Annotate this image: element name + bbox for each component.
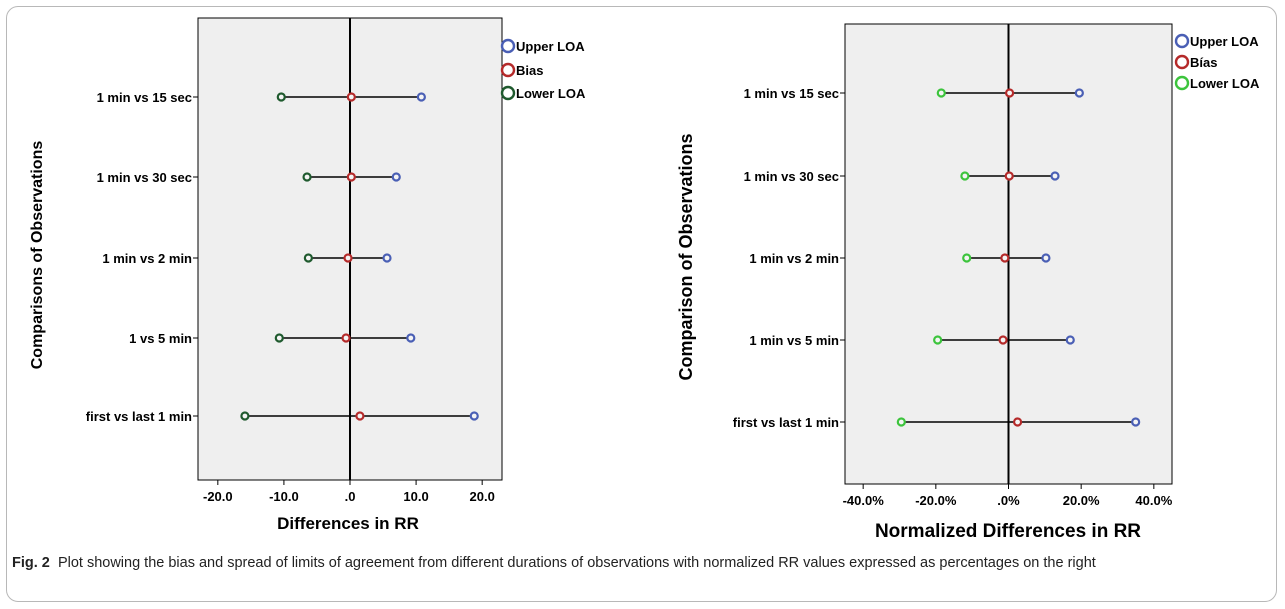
right-legend-label-upper-loa: Upper LOA <box>1190 34 1259 49</box>
left-x-tick-label: 10.0 <box>403 489 428 504</box>
chart-left: -20.0 -10.0 .0 10.0 20.0 1 min vs 15 sec 1 min… <box>29 17 586 533</box>
right-bias-point <box>1000 253 1010 263</box>
left-upper-loa-point <box>406 333 416 343</box>
right-legend-marker-upper-loa <box>1174 33 1190 49</box>
left-y-tick-label: 1 min vs 2 min <box>102 251 192 266</box>
right-legend-marker-lower-loa <box>1174 75 1190 91</box>
left-y-tick-label: 1 vs 5 min <box>129 331 192 346</box>
left-x-tick-label: -10.0 <box>269 489 299 504</box>
right-upper-loa-point <box>1041 253 1051 263</box>
right-upper-loa-point <box>1050 171 1060 181</box>
right-y-tick-label: 1 min vs 5 min <box>749 333 839 348</box>
left-upper-loa-point <box>391 172 401 182</box>
left-legend-marker-upper-loa <box>500 38 516 54</box>
right-y-axis-title: Comparison of Observations <box>676 133 696 380</box>
right-x-tick-label: -40.0% <box>843 493 885 508</box>
left-bias-point <box>343 253 353 263</box>
left-legend-label-upper-loa: Upper LOA <box>516 39 585 54</box>
left-lower-loa-point <box>276 92 286 102</box>
left-bias-point <box>341 333 351 343</box>
left-legend-label-lower-loa: Lower LOA <box>516 86 586 101</box>
left-x-tick-label: .0 <box>345 489 356 504</box>
right-bias-point <box>998 335 1008 345</box>
right-lower-loa-point <box>936 88 946 98</box>
right-x-axis-title: Normalized Differences in RR <box>875 521 1141 542</box>
right-y-tick-label: first vs last 1 min <box>733 415 839 430</box>
right-y-tick-label: 1 min vs 15 sec <box>744 86 839 101</box>
left-lower-loa-point <box>302 172 312 182</box>
chart-right: -40.0% -20.0% .0% 20.0% 40.0% 1 min vs 15 sec… <box>676 23 1260 542</box>
left-x-axis-title: Differences in RR <box>277 514 419 533</box>
right-upper-loa-point <box>1065 335 1075 345</box>
left-upper-loa-point <box>416 92 426 102</box>
right-x-tick-label: -20.0% <box>915 493 957 508</box>
right-lower-loa-point <box>962 253 972 263</box>
left-upper-loa-point <box>382 253 392 263</box>
right-x-tick-label: 40.0% <box>1135 493 1172 508</box>
right-x-tick-label: 20.0% <box>1063 493 1100 508</box>
left-y-tick-label: 1 min vs 15 sec <box>97 90 192 105</box>
figure-frame <box>6 6 1277 602</box>
left-x-tick-label: -20.0 <box>203 489 233 504</box>
left-lower-loa-point <box>303 253 313 263</box>
right-upper-loa-point <box>1131 417 1141 427</box>
caption-text: Plot showing the bias and spread of limi… <box>57 555 1096 571</box>
right-y-tick-label: 1 min vs 30 sec <box>744 169 839 184</box>
right-bias-point <box>1004 171 1014 181</box>
left-y-tick-label: first vs last 1 min <box>86 409 192 424</box>
left-legend-marker-bias <box>500 62 516 78</box>
right-lower-loa-point <box>960 171 970 181</box>
left-y-axis-title: Comparisons of Observations <box>29 141 46 370</box>
left-legend-label-bias: Bias <box>516 63 543 78</box>
right-legend-label-lower-loa: Lower LOA <box>1190 76 1260 91</box>
right-legend-label-bias: Bías <box>1190 55 1217 70</box>
left-legend-marker-lower-loa <box>500 85 516 101</box>
right-legend-marker-bias <box>1174 54 1190 70</box>
right-y-tick-label: 1 min vs 2 min <box>749 251 839 266</box>
caption-label: Fig. 2 <box>12 555 50 571</box>
left-x-tick-label: 20.0 <box>470 489 495 504</box>
right-lower-loa-point <box>933 335 943 345</box>
left-upper-loa-point <box>469 411 479 421</box>
left-bias-point <box>346 172 356 182</box>
left-lower-loa-point <box>240 411 250 421</box>
right-x-tick-label: .0% <box>997 493 1020 508</box>
left-y-tick-label: 1 min vs 30 sec <box>97 170 192 185</box>
left-bias-point <box>355 411 365 421</box>
right-lower-loa-point <box>896 417 906 427</box>
right-bias-point <box>1004 88 1015 98</box>
figure-caption: Fig. 2 Plot showing the bias and spread … <box>12 553 1252 574</box>
left-lower-loa-point <box>274 333 284 343</box>
right-bias-point <box>1012 417 1023 427</box>
left-bias-point <box>346 92 356 102</box>
right-upper-loa-point <box>1074 88 1084 98</box>
